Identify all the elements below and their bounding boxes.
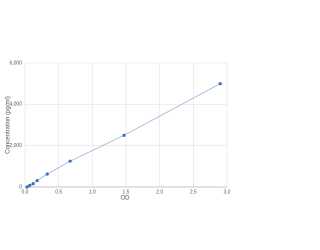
x-axis-label: OD [121, 196, 131, 202]
y-tick-label: 0 [19, 184, 22, 190]
point [35, 178, 39, 183]
point [45, 172, 49, 176]
x-tick-label: 3.0 [224, 189, 231, 195]
x-tick-label: 1.0 [89, 189, 96, 195]
x-tick-label: 0.0 [22, 189, 29, 195]
y-tick-label: 6,000 [9, 60, 22, 66]
x-tick-label: 2.5 [190, 189, 197, 195]
y-tick-label: 2,000 [9, 143, 22, 149]
point [28, 183, 32, 187]
y-tick-label: 4,000 [9, 102, 22, 108]
point [25, 185, 29, 189]
point [218, 82, 222, 86]
chart: OD Concentration (pg/ml) 0 2,000 4,000 6,00… [6, 60, 231, 202]
x-tick-label: 1.5 [123, 189, 130, 195]
point [31, 182, 35, 186]
x-tick-label: 2.0 [156, 189, 163, 195]
x-tick-label: 0.5 [55, 189, 62, 195]
y-axis-label: Concentration (pg/ml) [6, 96, 12, 154]
point [122, 133, 126, 137]
point [68, 159, 72, 163]
